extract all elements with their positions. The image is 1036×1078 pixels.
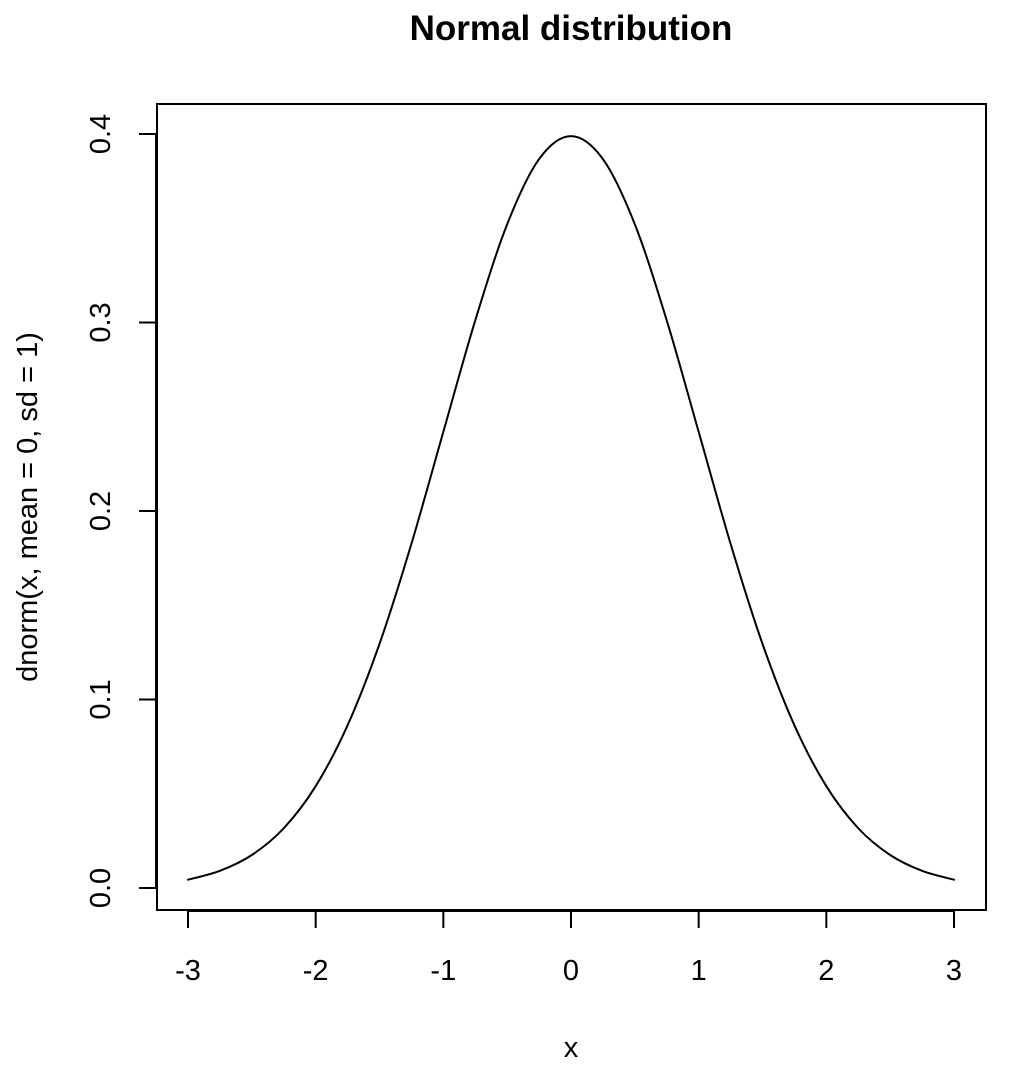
y-tick-label: 0.3 bbox=[85, 302, 117, 342]
x-tick-label: 3 bbox=[946, 955, 962, 987]
chart-title: Normal distribution bbox=[410, 9, 733, 48]
x-axis: -3 -2 -1 0 1 2 3 bbox=[175, 910, 962, 987]
x-tick-label: -1 bbox=[430, 955, 456, 987]
plot-frame bbox=[156, 103, 987, 911]
x-tick-label: 2 bbox=[818, 955, 834, 987]
y-tick-label: 0.4 bbox=[85, 114, 117, 154]
y-tick-label: 0.0 bbox=[85, 868, 117, 908]
x-tick-label: 0 bbox=[563, 955, 579, 987]
y-tick-label: 0.2 bbox=[85, 491, 117, 531]
x-tick-label: -2 bbox=[303, 955, 329, 987]
density-curve bbox=[187, 135, 955, 881]
x-axis-title: x bbox=[564, 1032, 579, 1064]
y-axis-title: dnorm(x, mean = 0, sd = 1) bbox=[12, 332, 44, 682]
y-axis: 0.0 0.1 0.2 0.3 0.4 bbox=[85, 114, 157, 908]
x-tick-label: 1 bbox=[691, 955, 707, 987]
y-tick-label: 0.1 bbox=[85, 679, 117, 719]
x-tick-label: -3 bbox=[175, 955, 201, 987]
